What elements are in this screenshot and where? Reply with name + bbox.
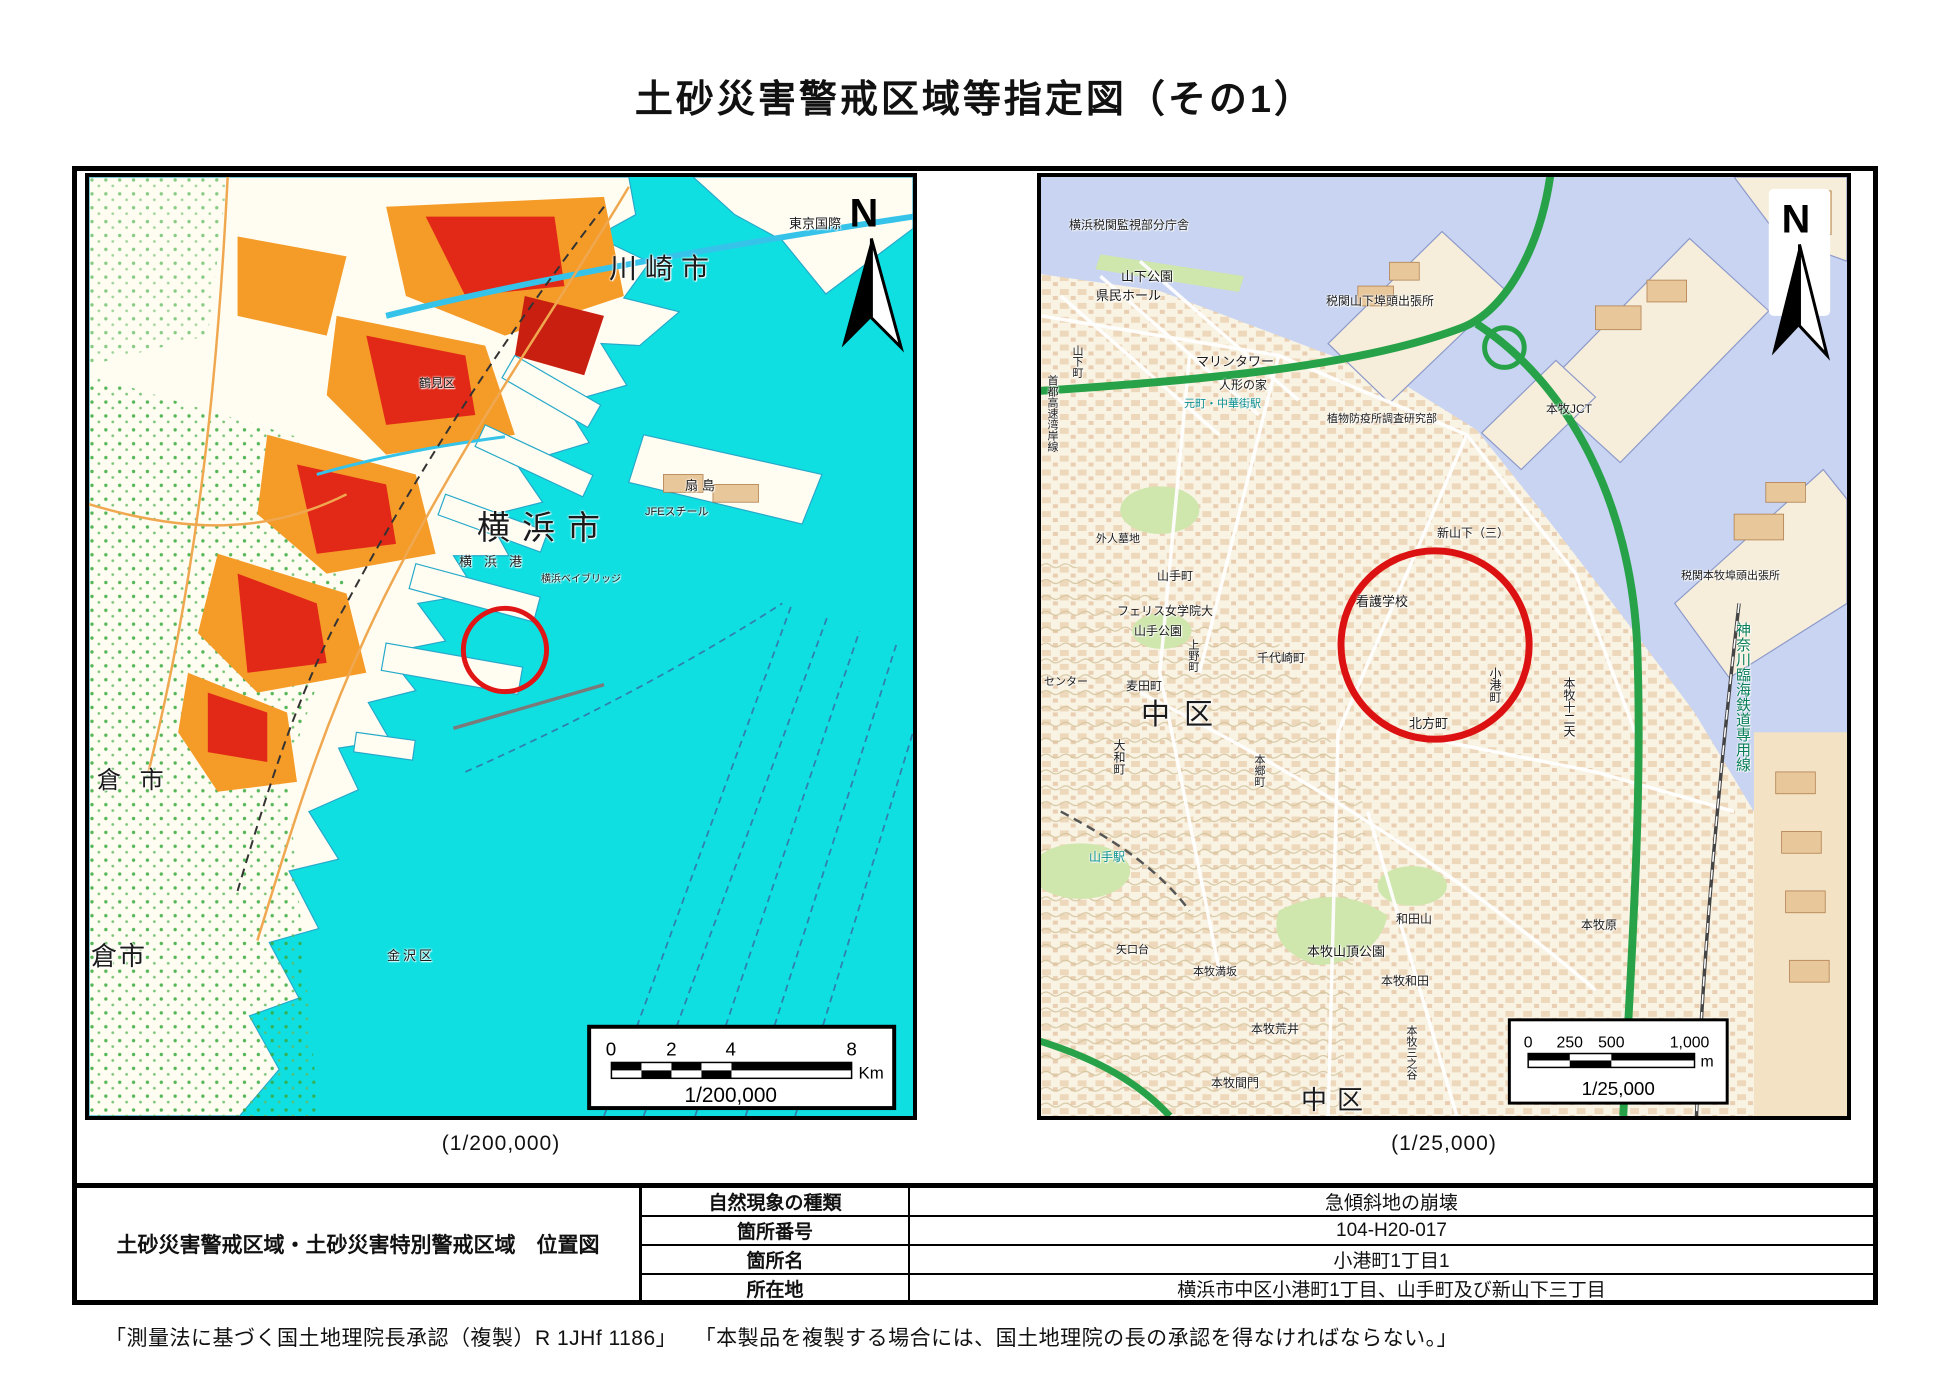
river <box>316 435 506 476</box>
row-header-site-name: 箇所名 <box>642 1246 910 1273</box>
svg-text:N: N <box>850 192 879 236</box>
streets <box>1041 259 1735 1116</box>
footer-approval-text: 「測量法に基づく国土地理院長承認（複製）R 1JHf 1186」 <box>105 1327 678 1350</box>
svg-text:m: m <box>1700 1053 1713 1070</box>
footer-copy-text: 「本製品を複製する場合には、国土地理院の長の承認を得なければならない。」 <box>705 1327 1459 1350</box>
svg-text:8: 8 <box>846 1039 856 1060</box>
parks <box>1041 254 1447 966</box>
row-header-site-number: 箇所番号 <box>642 1217 910 1244</box>
svg-text:500: 500 <box>1598 1035 1625 1052</box>
bay-bridge <box>452 683 605 730</box>
row-value-site-number: 104-H20-017 <box>1336 1219 1447 1241</box>
designation-circle <box>460 605 550 695</box>
table-row: 所在地 横浜市中区小港町1丁目、山手町及び新山下三丁目 <box>642 1273 1873 1302</box>
svg-text:1/200,000: 1/200,000 <box>685 1084 777 1107</box>
svg-text:250: 250 <box>1557 1035 1584 1052</box>
document-title: 土砂災害警戒区域等指定図（その1） <box>634 79 1316 121</box>
railway <box>236 206 605 892</box>
right-map-art: N 0 250 500 1,000 m 1/25,000 <box>1041 177 1847 1116</box>
survey-act-footer: 「測量法に基づく国土地理院長承認（複製）R 1JHf 1186」 「本製品を複製す… <box>105 1322 1486 1352</box>
compass-north-icon: N <box>841 192 905 353</box>
tama-river <box>385 213 913 319</box>
svg-text:N: N <box>1782 198 1811 242</box>
left-map-art: N 0 2 4 8 Km 1/200,000 <box>89 177 913 1116</box>
row-value-phenomenon: 急傾斜地の崩壊 <box>1324 1193 1458 1214</box>
table-row: 箇所番号 104-H20-017 <box>642 1215 1873 1244</box>
hill-texture <box>1041 553 1368 1116</box>
industrial-buildings <box>663 474 759 503</box>
svg-text:1,000: 1,000 <box>1670 1035 1710 1052</box>
warehouse-buildings <box>1775 771 1830 983</box>
jr-railway <box>1060 810 1191 912</box>
left-map-panel: N 0 2 4 8 Km 1/200,000 川崎市 横浜市 横浜港 東京 <box>85 173 917 1120</box>
svg-text:2: 2 <box>666 1039 676 1060</box>
warehouse-zone <box>1753 732 1847 1116</box>
urban-red-areas <box>207 216 604 763</box>
info-table: 土砂災害警戒区域・土砂災害特別警戒区域 位置図 自然現象の種類 急傾斜地の崩壊 … <box>72 1183 1878 1305</box>
row-header-phenomenon: 自然現象の種類 <box>642 1188 910 1215</box>
roads <box>89 177 630 941</box>
svg-text:0: 0 <box>1524 1035 1533 1052</box>
location-map-title-cell: 土砂災害警戒区域・土砂災害特別警戒区域 位置図 <box>77 1188 642 1300</box>
svg-text:0: 0 <box>606 1039 616 1060</box>
right-map-scale-caption: (1/25,000) <box>1391 1132 1497 1155</box>
svg-text:1/25,000: 1/25,000 <box>1582 1078 1655 1099</box>
compass-north-icon: N <box>1768 188 1831 361</box>
designation-circle <box>1337 547 1533 743</box>
table-row: 自然現象の種類 急傾斜地の崩壊 <box>642 1188 1873 1215</box>
scalebar: 0 250 500 1,000 m 1/25,000 <box>1507 1018 1729 1105</box>
svg-text:Km: Km <box>859 1063 884 1082</box>
row-header-address: 所在地 <box>642 1275 910 1302</box>
expressways <box>1041 177 1643 1116</box>
row-value-address: 横浜市中区小港町1丁目、山手町及び新山下三丁目 <box>1177 1280 1606 1301</box>
scalebar: 0 2 4 8 Km 1/200,000 <box>587 1024 897 1111</box>
right-map-panel: N 0 250 500 1,000 m 1/25,000 横浜税関監視部分庁舎山… <box>1037 173 1851 1120</box>
table-row: 箇所名 小港町1丁目1 <box>642 1244 1873 1273</box>
left-map-scale-caption: (1/200,000) <box>441 1132 561 1155</box>
svg-text:4: 4 <box>726 1039 736 1060</box>
row-value-site-name: 小港町1丁目1 <box>1333 1251 1450 1272</box>
info-table-rows: 自然現象の種類 急傾斜地の崩壊 箇所番号 104-H20-017 箇所名 小港町… <box>642 1188 1873 1302</box>
forest-zone <box>89 177 228 366</box>
